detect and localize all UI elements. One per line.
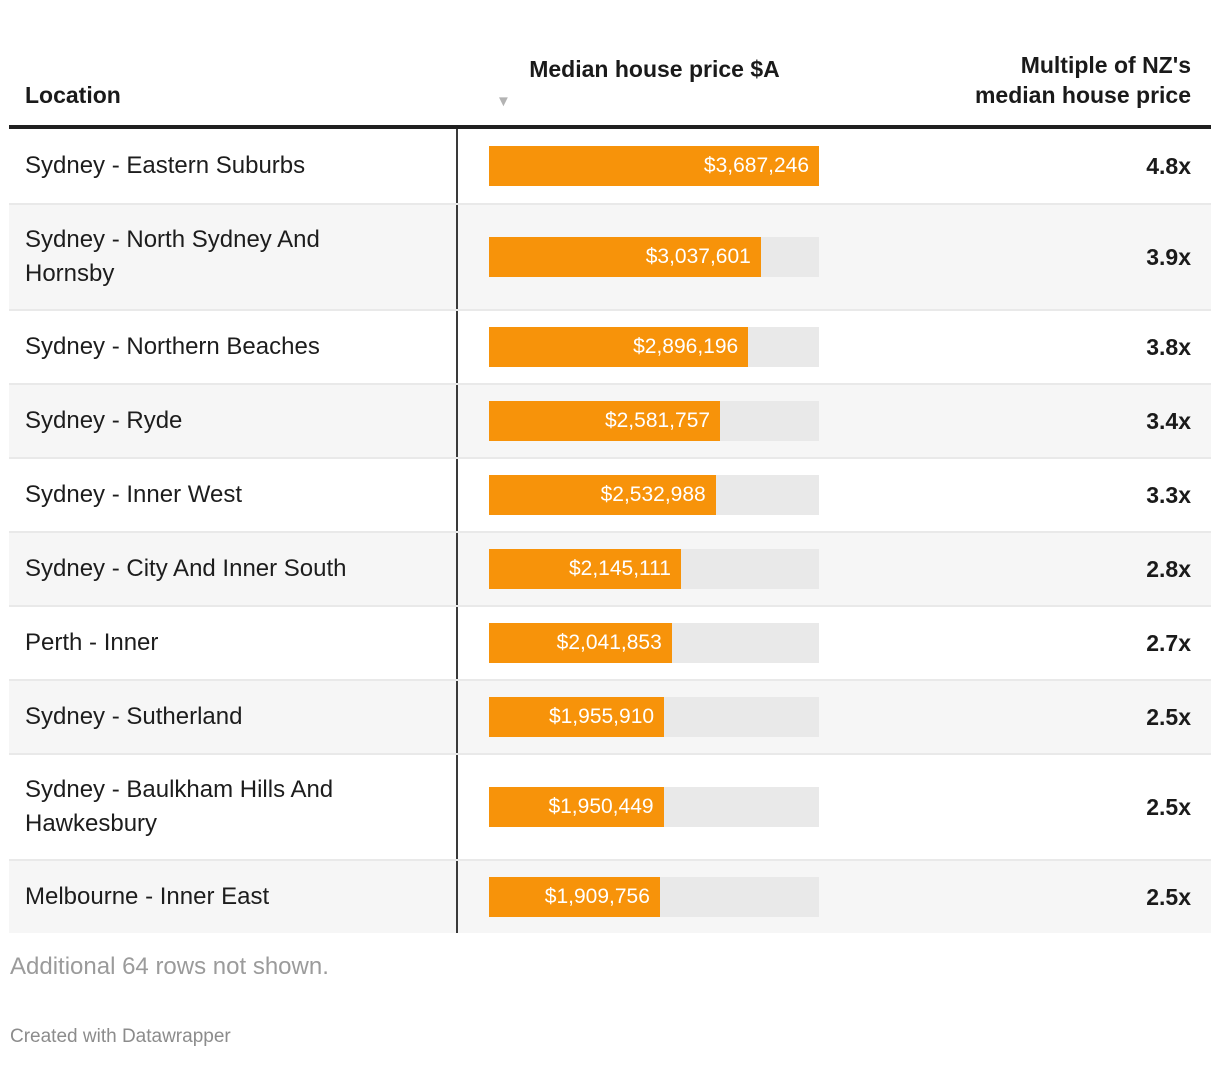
price-bar: $2,581,757 <box>489 401 721 441</box>
location-cell: Sydney - Eastern Suburbs <box>25 152 306 179</box>
column-header-price[interactable]: Median house price $A ▼ <box>456 55 853 110</box>
table-row: Sydney - Sutherland $1,955,910 2.5x <box>9 679 1211 753</box>
price-bar-label: $2,145,111 <box>568 557 671 580</box>
sort-descending-icon[interactable]: ▼ <box>496 93 511 110</box>
bar-track: $1,950,449 <box>489 787 819 827</box>
bar-track: $2,896,196 <box>489 327 819 367</box>
table-row: Sydney - City And Inner South $2,145,111 2… <box>9 531 1211 605</box>
multiple-cell: 3.3x <box>1146 481 1191 508</box>
table-row: Sydney - Eastern Suburbs $3,687,246 4.8x <box>9 129 1211 203</box>
table-row: Sydney - North Sydney And Hornsby $3,037,… <box>9 203 1211 309</box>
location-cell: Sydney - Inner West <box>25 481 242 508</box>
price-bar: $1,909,756 <box>489 877 660 917</box>
bar-track: $2,581,757 <box>489 401 819 441</box>
location-cell: Sydney - Northern Beaches <box>25 333 320 360</box>
price-cell: $2,896,196 <box>456 311 853 383</box>
location-cell: Sydney - Ryde <box>25 407 183 434</box>
multiple-cell: 2.5x <box>1146 883 1191 910</box>
bar-track: $2,145,111 <box>489 549 819 589</box>
table-body: Sydney - Eastern Suburbs $3,687,246 4.8x Sy… <box>9 129 1211 933</box>
price-bar-label: $2,041,853 <box>556 631 662 654</box>
location-cell: Sydney - Baulkham Hills And Hawkesbury <box>25 776 334 837</box>
table-header: Location Median house price $A ▼ Multipl… <box>9 0 1211 129</box>
price-cell: $3,687,246 <box>456 129 853 203</box>
multiple-cell: 2.8x <box>1146 555 1191 582</box>
column-header-price-label: Median house price $A <box>529 56 780 82</box>
location-cell: Sydney - Sutherland <box>25 703 243 730</box>
price-cell: $2,145,111 <box>456 533 853 605</box>
multiple-cell: 3.4x <box>1146 407 1191 434</box>
multiple-cell: 2.5x <box>1146 703 1191 730</box>
price-cell: $1,909,756 <box>456 861 853 933</box>
location-cell: Melbourne - Inner East <box>25 883 270 910</box>
bar-track: $3,037,601 <box>489 237 819 277</box>
price-bar: $2,532,988 <box>489 475 716 515</box>
multiple-cell: 3.8x <box>1146 333 1191 360</box>
multiple-cell: 4.8x <box>1146 152 1191 179</box>
table-row: Melbourne - Inner East $1,909,756 2.5x <box>9 859 1211 933</box>
location-cell: Sydney - City And Inner South <box>25 555 347 582</box>
price-bar: $2,145,111 <box>489 549 681 589</box>
price-bar-label: $1,950,449 <box>548 795 654 818</box>
price-bar: $3,037,601 <box>489 237 761 277</box>
price-bar-label: $1,955,910 <box>548 705 655 728</box>
price-bar: $2,041,853 <box>489 623 672 663</box>
bar-track: $1,955,910 <box>489 697 819 737</box>
price-cell: $1,950,449 <box>456 755 853 859</box>
price-cell: $2,581,757 <box>456 385 853 457</box>
price-cell: $2,532,988 <box>456 459 853 531</box>
price-cell: $1,955,910 <box>456 681 853 753</box>
price-cell: $3,037,601 <box>456 205 853 309</box>
table-row: Sydney - Northern Beaches $2,896,196 3.8x <box>9 309 1211 383</box>
price-bar: $1,950,449 <box>489 787 664 827</box>
price-bar: $2,896,196 <box>489 327 749 367</box>
multiple-cell: 3.9x <box>1146 243 1191 270</box>
table-row: Sydney - Baulkham Hills And Hawkesbury $1… <box>9 753 1211 859</box>
table-row: Perth - Inner $2,041,853 2.7x <box>9 605 1211 679</box>
price-cell: $2,041,853 <box>456 607 853 679</box>
bar-track: $2,041,853 <box>489 623 819 663</box>
price-bar-label: $2,532,988 <box>600 483 706 506</box>
table-row: Sydney - Inner West $2,532,988 3.3x <box>9 457 1211 531</box>
datawrapper-credit: Created with Datawrapper <box>10 1026 231 1047</box>
price-bar-label: $2,581,757 <box>604 409 711 432</box>
rows-not-shown-note: Additional 64 rows not shown. <box>10 953 329 980</box>
price-bar-label: $3,687,246 <box>703 154 809 177</box>
bar-track: $2,532,988 <box>489 475 819 515</box>
bar-track: $3,687,246 <box>489 146 819 186</box>
multiple-cell: 2.5x <box>1146 793 1191 820</box>
column-header-multiple[interactable]: Multiple of NZ's median house price <box>974 52 1191 108</box>
price-bar: $3,687,246 <box>489 146 819 186</box>
location-cell: Sydney - North Sydney And Hornsby <box>25 226 320 287</box>
price-bar-label: $3,037,601 <box>645 245 751 268</box>
column-header-location[interactable]: Location <box>25 82 121 108</box>
price-bar-label: $1,909,756 <box>544 885 650 908</box>
multiple-cell: 2.7x <box>1146 629 1191 656</box>
location-cell: Perth - Inner <box>25 629 159 656</box>
price-bar-label: $2,896,196 <box>633 335 739 358</box>
price-bar: $1,955,910 <box>489 697 665 737</box>
bar-track: $1,909,756 <box>489 877 819 917</box>
table-row: Sydney - Ryde $2,581,757 3.4x <box>9 383 1211 457</box>
